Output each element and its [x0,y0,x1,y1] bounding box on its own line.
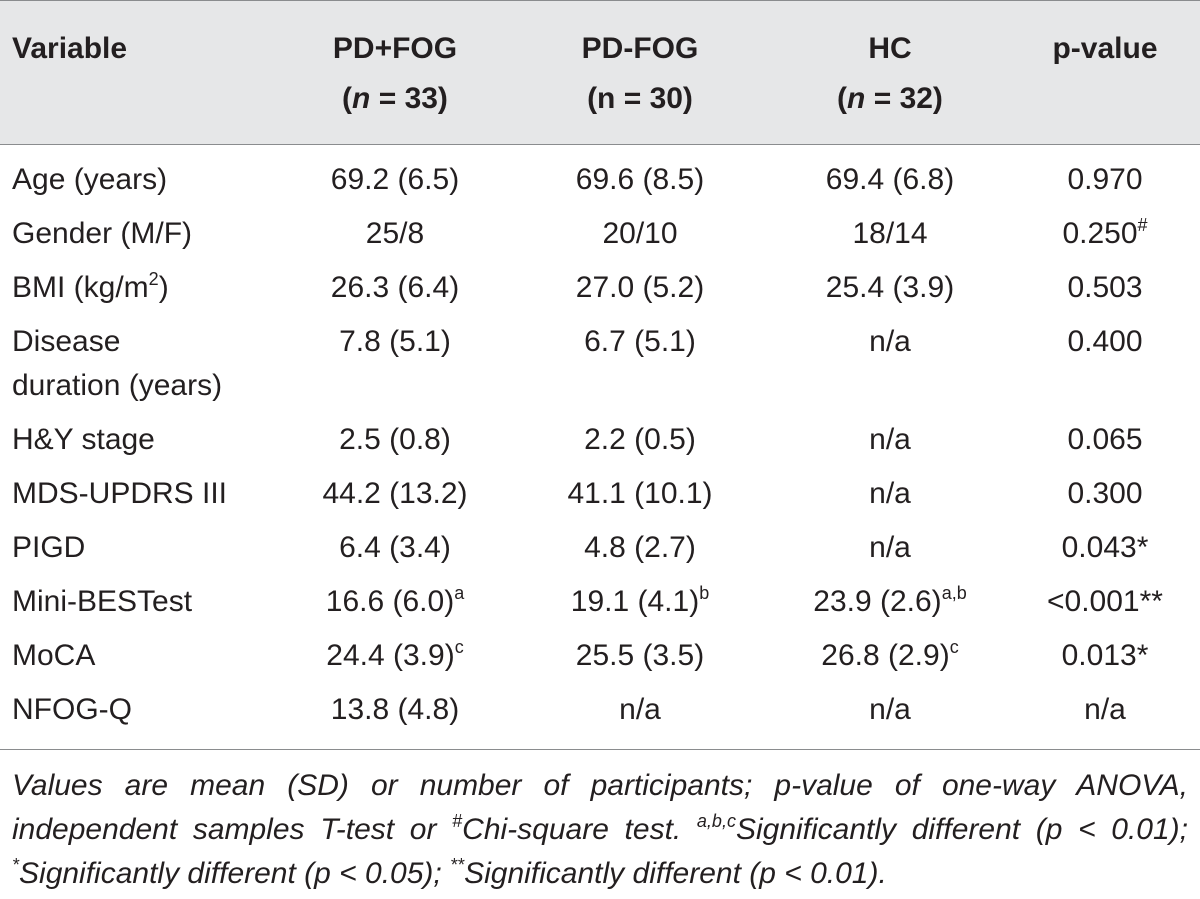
row-duration-pdnofog: 6.7 (5.1) [584,325,696,358]
header-hc-n: (n = 32) [837,82,943,115]
row-hy-hc: n/a [869,423,911,456]
row-updrs-pdnofog: 41.1 (10.1) [567,477,713,510]
row-age-pdfog: 69.2 (6.5) [330,163,460,196]
row-pigd-variable: PIGD [12,531,86,564]
header-pvalue: p-value [1052,32,1158,65]
row-minibest-pdfog: 16.6 (6.0)a [325,583,465,618]
row-moca-pdfog: 24.4 (3.9)c [326,637,464,672]
row-moca-hc: 26.8 (2.9)c [821,637,959,672]
row-minibest-variable: Mini-BESTest [12,585,193,618]
row-pigd-pdnofog: 4.8 (2.7) [584,531,696,564]
header-variable: Variable [12,32,128,65]
row-hy-p: 0.065 [1067,423,1143,456]
row-duration-pdfog: 7.8 (5.1) [339,325,451,358]
row-hy-pdfog: 2.5 (0.8) [339,423,451,456]
row-bmi-variable: BMI (kg/m2) [12,269,169,304]
row-gender-pdnofog: 20/10 [602,217,678,250]
row-updrs-hc: n/a [869,477,911,510]
row-gender-variable: Gender (M/F) [12,217,193,250]
header-pdnofog-n: (n = 30) [587,82,693,115]
row-moca-variable: MoCA [12,639,96,672]
row-nfogq-pdnofog: n/a [619,693,661,726]
row-minibest-pdnofog: 19.1 (4.1)b [570,583,710,618]
row-hy-variable: H&Y stage [12,423,155,456]
row-duration-variable-line2: duration (years) [12,369,223,402]
row-pigd-hc: n/a [869,531,911,564]
row-updrs-pdfog: 44.2 (13.2) [322,477,468,510]
row-pigd-p: 0.043* [1061,531,1149,564]
row-updrs-p: 0.300 [1067,477,1143,510]
header-pdnofog: PD-FOG [581,32,699,65]
row-pigd-pdfog: 6.4 (3.4) [339,531,451,564]
row-age-p: 0.970 [1067,163,1143,196]
row-moca-p: 0.013* [1061,639,1149,672]
table-footnote: Values are mean (SD) or number of partic… [12,769,1189,890]
row-bmi-hc: 25.4 (3.9) [825,271,955,304]
row-minibest-p: <0.001** [1047,585,1163,618]
row-gender-p: 0.250# [1062,215,1148,250]
row-bmi-p: 0.503 [1067,271,1143,304]
row-gender-pdfog: 25/8 [365,217,425,250]
row-duration-variable: Disease [12,325,121,358]
bottom-rule [0,749,1200,750]
row-nfogq-p: n/a [1084,693,1126,726]
row-bmi-pdnofog: 27.0 (5.2) [575,271,705,304]
table-header-band [0,0,1200,144]
header-pdfog: PD+FOG [332,32,458,65]
row-bmi-pdfog: 26.3 (6.4) [330,271,460,304]
row-hy-pdnofog: 2.2 (0.5) [584,423,696,456]
top-rule [0,0,1200,1]
row-gender-hc: 18/14 [852,217,928,250]
row-moca-pdnofog: 25.5 (3.5) [575,639,705,672]
row-duration-p: 0.400 [1067,325,1143,358]
row-duration-hc: n/a [869,325,911,358]
row-age-hc: 69.4 (6.8) [825,163,955,196]
header-hc: HC [868,32,912,65]
header-pdfog-n: (n = 33) [342,82,448,115]
row-nfogq-hc: n/a [869,693,911,726]
header-rule [0,144,1200,145]
row-age-pdnofog: 69.6 (8.5) [575,163,705,196]
row-updrs-variable: MDS-UPDRS III [12,477,228,510]
row-nfogq-variable: NFOG-Q [12,693,132,726]
row-age-variable: Age (years) [12,163,168,196]
row-minibest-hc: 23.9 (2.6)a,b [813,583,967,618]
row-nfogq-pdfog: 13.8 (4.8) [330,693,460,726]
